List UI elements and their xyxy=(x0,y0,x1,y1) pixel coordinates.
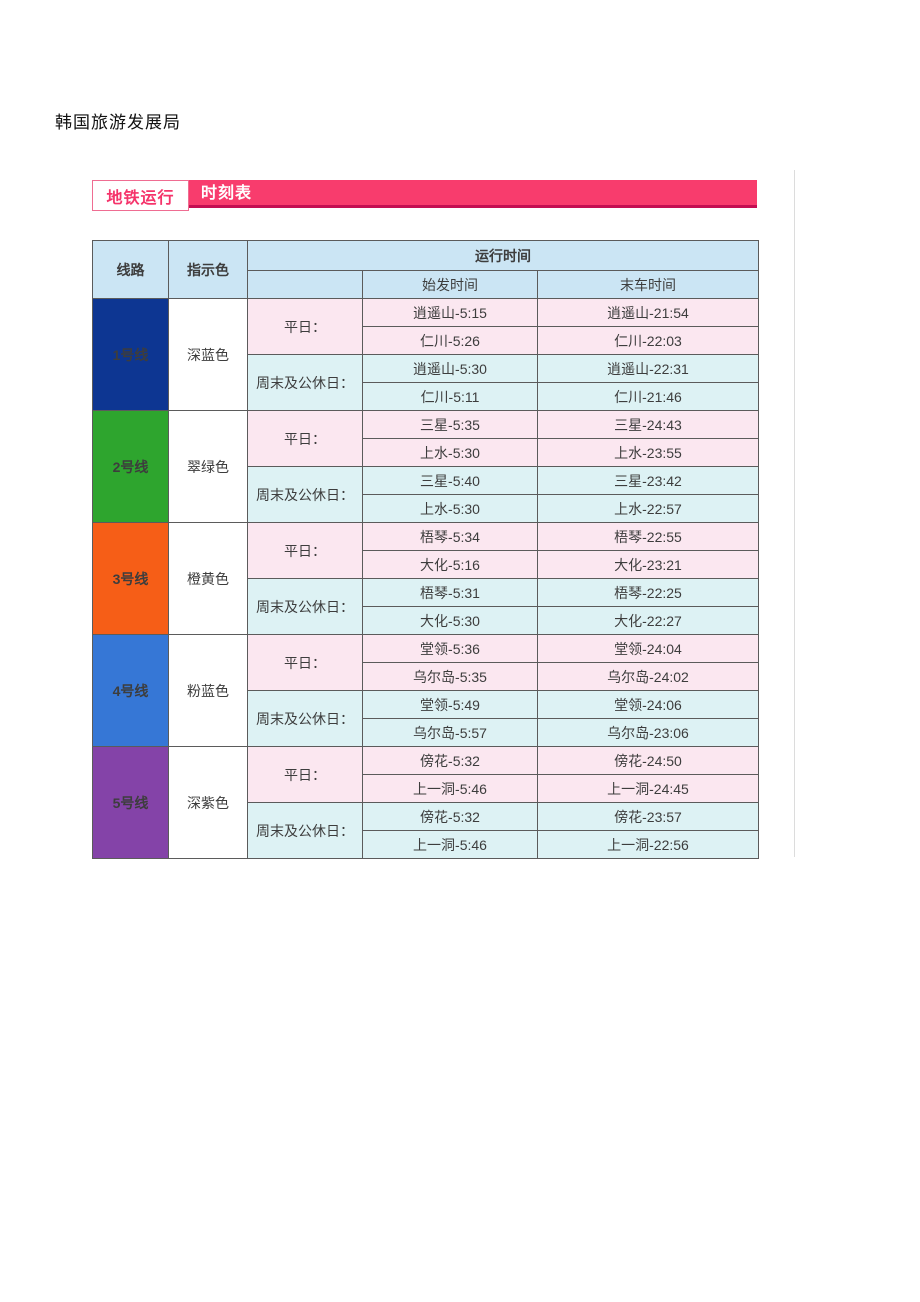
line-3-weekday-last-1: 大化-23:21 xyxy=(537,550,759,579)
line-3-indicator-color: 橙黄色 xyxy=(168,522,248,635)
line-3-weekday-last-0: 梧琴-22:55 xyxy=(537,522,759,551)
subway-timetable: 线路 指示色 运行时间 始发时间 末车时间 1号线 深蓝色 平日： 逍遥山-5:… xyxy=(92,240,759,859)
line-2-weekend-last-1: 上水-22:57 xyxy=(537,494,759,523)
line-4-weekend-first-0: 堂领-5:49 xyxy=(362,690,538,719)
header-operation-time: 运行时间 xyxy=(247,240,759,271)
line-2-weekday-last-1: 上水-23:55 xyxy=(537,438,759,467)
line-2-weekday-first-1: 上水-5:30 xyxy=(362,438,538,467)
line-3-name: 3号线 xyxy=(92,522,169,635)
line-5-weekday-first-1: 上一洞-5:46 xyxy=(362,774,538,803)
line-4-name: 4号线 xyxy=(92,634,169,747)
line-3-weekday-first-0: 梧琴-5:34 xyxy=(362,522,538,551)
header-day-spacer xyxy=(247,270,363,299)
line-5-weekend-first-0: 傍花-5:32 xyxy=(362,802,538,831)
line-4-weekend-first-1: 乌尔岛-5:57 xyxy=(362,718,538,747)
line-2-weekday-first-0: 三星-5:35 xyxy=(362,410,538,439)
line-3-weekend-first-0: 梧琴-5:31 xyxy=(362,578,538,607)
line-5-weekend-first-1: 上一洞-5:46 xyxy=(362,830,538,859)
line-2-weekend-last-0: 三星-23:42 xyxy=(537,466,759,495)
line-2-weekend-first-1: 上水-5:30 xyxy=(362,494,538,523)
line-2-weekday-label: 平日： xyxy=(247,410,363,467)
line-4-weekday-first-0: 堂领-5:36 xyxy=(362,634,538,663)
line-4-weekend-label: 周末及公休日： xyxy=(247,690,363,747)
line-1-weekday-first-1: 仁川-5:26 xyxy=(362,326,538,355)
line-3-weekday-first-1: 大化-5:16 xyxy=(362,550,538,579)
line-2-weekend-label: 周末及公休日： xyxy=(247,466,363,523)
document-title: 韩国旅游发展局 xyxy=(55,113,181,132)
line-5-name: 5号线 xyxy=(92,746,169,859)
header-first-train: 始发时间 xyxy=(362,270,538,299)
line-3-weekend-last-0: 梧琴-22:25 xyxy=(537,578,759,607)
line-1-indicator-color: 深蓝色 xyxy=(168,298,248,411)
line-2-weekday-last-0: 三星-24:43 xyxy=(537,410,759,439)
section-banner: 地铁运行 时刻表 xyxy=(92,180,757,211)
line-5-weekday-last-0: 傍花-24:50 xyxy=(537,746,759,775)
line-4-weekday-last-0: 堂领-24:04 xyxy=(537,634,759,663)
line-4-weekday-label: 平日： xyxy=(247,634,363,691)
line-5-weekday-last-1: 上一洞-24:45 xyxy=(537,774,759,803)
line-3-weekday-label: 平日： xyxy=(247,522,363,579)
line-5-weekend-label: 周末及公休日： xyxy=(247,802,363,859)
line-1-weekend-first-1: 仁川-5:11 xyxy=(362,382,538,411)
header-line: 线路 xyxy=(92,240,169,299)
line-4-weekday-last-1: 乌尔岛-24:02 xyxy=(537,662,759,691)
line-3-weekend-label: 周末及公休日： xyxy=(247,578,363,635)
line-5-weekday-label: 平日： xyxy=(247,746,363,803)
line-5-weekday-first-0: 傍花-5:32 xyxy=(362,746,538,775)
line-1-weekday-label: 平日： xyxy=(247,298,363,355)
line-1-weekday-first-0: 逍遥山-5:15 xyxy=(362,298,538,327)
line-1-name: 1号线 xyxy=(92,298,169,411)
line-2-weekend-first-0: 三星-5:40 xyxy=(362,466,538,495)
line-3-weekend-last-1: 大化-22:27 xyxy=(537,606,759,635)
line-1-weekend-first-0: 逍遥山-5:30 xyxy=(362,354,538,383)
line-5-weekend-last-0: 傍花-23:57 xyxy=(537,802,759,831)
page-margin-divider xyxy=(794,170,795,857)
line-1-weekday-last-1: 仁川-22:03 xyxy=(537,326,759,355)
line-1-weekend-last-0: 逍遥山-22:31 xyxy=(537,354,759,383)
line-1-weekend-label: 周末及公休日： xyxy=(247,354,363,411)
line-3-weekend-first-1: 大化-5:30 xyxy=(362,606,538,635)
header-last-train: 末车时间 xyxy=(537,270,759,299)
line-1-weekend-last-1: 仁川-21:46 xyxy=(537,382,759,411)
line-5-indicator-color: 深紫色 xyxy=(168,746,248,859)
line-4-weekday-first-1: 乌尔岛-5:35 xyxy=(362,662,538,691)
line-2-name: 2号线 xyxy=(92,410,169,523)
header-indicator-color: 指示色 xyxy=(168,240,248,299)
line-2-indicator-color: 翠绿色 xyxy=(168,410,248,523)
line-4-weekend-last-0: 堂领-24:06 xyxy=(537,690,759,719)
line-4-weekend-last-1: 乌尔岛-23:06 xyxy=(537,718,759,747)
line-4-indicator-color: 粉蓝色 xyxy=(168,634,248,747)
banner-tab: 地铁运行 xyxy=(92,180,189,211)
banner-tab-label: 地铁运行 xyxy=(106,189,175,207)
banner-title: 时刻表 xyxy=(201,185,253,202)
line-5-weekend-last-1: 上一洞-22:56 xyxy=(537,830,759,859)
line-1-weekday-last-0: 逍遥山-21:54 xyxy=(537,298,759,327)
